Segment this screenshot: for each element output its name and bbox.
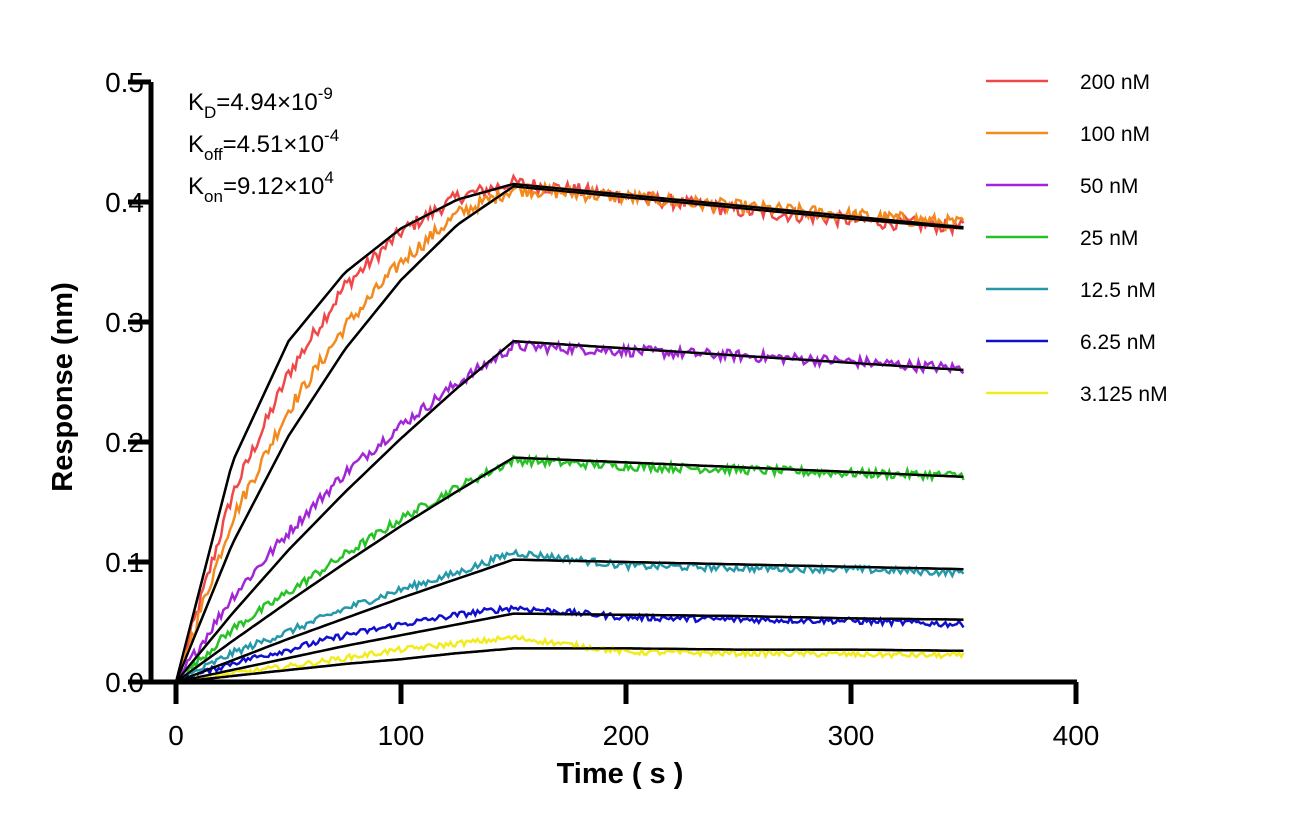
x-tick-label: 100 — [378, 720, 425, 751]
fit-curve-overlay-4 — [175, 558, 964, 684]
anno-subscript: on — [204, 187, 223, 206]
legend-label-4: 12.5 nM — [1080, 279, 1156, 302]
kinetic-constant-0: KD=4.94×10-9 — [188, 84, 333, 122]
ticks: 0 100 200 300 400 0.0 0.1 0.2 0.3 0.4 0.5 — [105, 67, 1099, 751]
fit-curve-overlay-6 — [175, 647, 964, 684]
fit-curve-overlay-3 — [175, 456, 964, 683]
y-tick-label: 0.1 — [105, 547, 144, 578]
fit-curve-0 — [174, 182, 964, 683]
x-tick-label: 300 — [828, 720, 875, 751]
x-tick-label: 0 — [168, 720, 184, 751]
y-tick-label: 0.5 — [105, 67, 144, 98]
anno-superscript: -9 — [318, 84, 333, 103]
anno-subscript: off — [204, 145, 223, 164]
anno-main: K — [188, 89, 204, 116]
y-tick-label: 0.2 — [105, 427, 144, 458]
legend: 200 nM 100 nM 50 nM 25 nM 12.5 nM 6.25 nM 3.12… — [986, 71, 1168, 406]
anno-subscript: D — [204, 103, 216, 122]
anno-value: =4.51×10 — [223, 131, 324, 158]
legend-label-5: 6.25 nM — [1080, 331, 1156, 354]
series-line-4 — [175, 548, 965, 684]
fit-curve-overlay-1 — [174, 185, 964, 683]
anno-value: =9.12×10 — [223, 173, 324, 200]
legend-label-1: 100 nM — [1080, 123, 1150, 146]
x-tick-label: 200 — [603, 720, 650, 751]
series-line-6 — [175, 634, 965, 685]
fit-curve-overlay-5 — [175, 612, 964, 684]
fit-curve-overlay-0 — [174, 182, 964, 683]
y-axis-title: Response (nm) — [47, 282, 79, 491]
fit-curves-overlay — [174, 182, 964, 684]
legend-label-2: 50 nM — [1080, 175, 1138, 198]
fit-curves — [174, 182, 964, 684]
anno-main: K — [188, 131, 204, 158]
fit-curve-overlay-2 — [175, 340, 964, 683]
kinetic-constant-1: Koff=4.51×10-4 — [188, 126, 339, 164]
x-tick-label: 400 — [1053, 720, 1100, 751]
series-line-3 — [175, 453, 965, 683]
axes — [148, 82, 1077, 685]
legend-label-0: 200 nM — [1080, 71, 1150, 94]
kinetic-constant-2: Kon=9.12×104 — [188, 168, 334, 206]
y-tick-label: 0.4 — [105, 187, 144, 218]
y-tick-label: 0.0 — [105, 667, 144, 698]
y-tick-label: 0.3 — [105, 307, 144, 338]
anno-superscript: 4 — [324, 168, 333, 187]
anno-main: K — [188, 173, 204, 200]
anno-value: =4.94×10 — [216, 89, 317, 116]
legend-label-3: 25 nM — [1080, 227, 1138, 250]
fit-curve-1 — [174, 185, 964, 683]
x-axis-title: Time ( s ) — [557, 758, 684, 790]
anno-superscript: -4 — [324, 126, 339, 145]
legend-label-6: 3.125 nM — [1080, 383, 1168, 406]
series-line-5 — [175, 604, 965, 685]
series-line-1 — [174, 180, 965, 683]
